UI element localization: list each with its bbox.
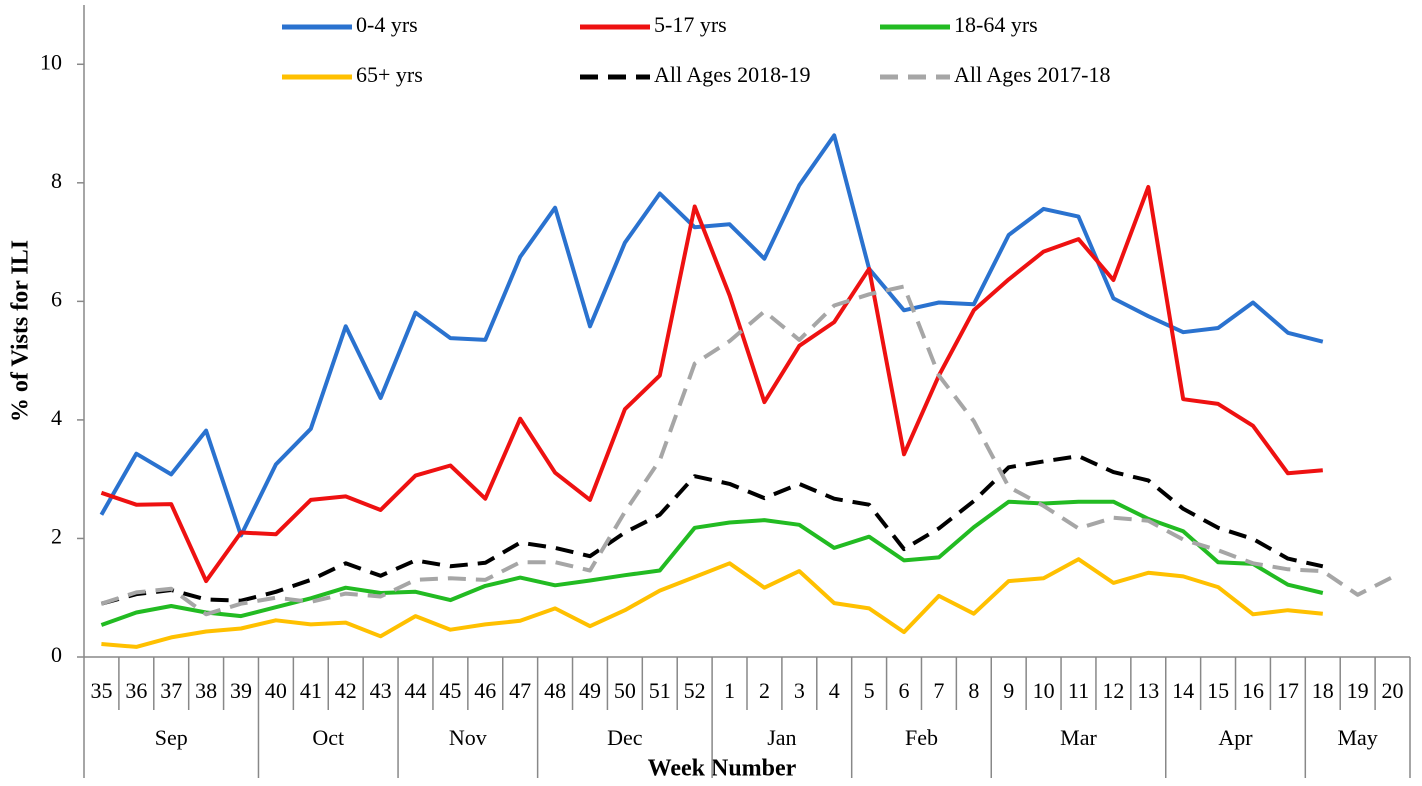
x-tick-label: 9: [1003, 678, 1014, 703]
x-tick-label: 6: [899, 678, 910, 703]
x-tick-label: 48: [544, 678, 566, 703]
x-tick-label: 45: [439, 678, 461, 703]
x-tick-label: 47: [509, 678, 531, 703]
x-group-label: Dec: [607, 725, 643, 750]
x-tick-label: 49: [579, 678, 601, 703]
legend-label: 65+ yrs: [356, 62, 423, 87]
x-tick-label: 15: [1207, 678, 1229, 703]
x-tick-label: 8: [968, 678, 979, 703]
x-tick-label: 42: [335, 678, 357, 703]
legend-label: All Ages 2017-18: [954, 62, 1110, 87]
x-tick-label: 5: [864, 678, 875, 703]
x-tick-label: 1: [724, 678, 735, 703]
y-tick-label: 8: [51, 168, 62, 193]
x-group-label: Feb: [905, 725, 938, 750]
x-group-label: Mar: [1060, 725, 1097, 750]
x-tick-label: 44: [405, 678, 427, 703]
x-tick-label: 7: [933, 678, 944, 703]
x-tick-label: 2: [759, 678, 770, 703]
legend-label: All Ages 2018-19: [654, 62, 810, 87]
x-group-label: Jan: [767, 725, 796, 750]
y-axis-title: % of Vists for ILI: [8, 240, 34, 422]
x-tick-label: 11: [1068, 678, 1089, 703]
x-tick-label: 14: [1172, 678, 1194, 703]
series-line: [100, 499, 1324, 627]
series-line: [99, 133, 1324, 538]
x-tick-label: 51: [649, 678, 671, 703]
x-tick-label: 40: [265, 678, 287, 703]
y-tick-label: 6: [51, 286, 62, 311]
x-group-label: Oct: [312, 725, 344, 750]
series-line: [100, 284, 1394, 617]
x-tick-label: 50: [614, 678, 636, 703]
x-tick-label: 13: [1137, 678, 1159, 703]
x-tick-label: 16: [1242, 678, 1264, 703]
x-tick-label: 10: [1033, 678, 1055, 703]
x-tick-label: 35: [90, 678, 112, 703]
x-tick-label: 52: [684, 678, 706, 703]
x-tick-label: 17: [1277, 678, 1299, 703]
x-tick-label: 36: [125, 678, 147, 703]
x-group-label: Nov: [449, 725, 487, 750]
x-tick-label: 4: [829, 678, 840, 703]
y-tick-label: 2: [51, 524, 62, 549]
x-group-label: Apr: [1218, 725, 1253, 750]
x-tick-label: 37: [160, 678, 182, 703]
y-tick-label: 10: [40, 49, 62, 74]
x-tick-label: 41: [300, 678, 322, 703]
x-tick-label: 43: [370, 678, 392, 703]
x-tick-label: 12: [1102, 678, 1124, 703]
x-axis-title: Week Number: [648, 756, 797, 782]
x-tick-label: 19: [1347, 678, 1369, 703]
x-group-label: May: [1337, 725, 1377, 750]
y-tick-label: 4: [51, 405, 62, 430]
series-line: [100, 454, 1324, 606]
legend-label: 5-17 yrs: [654, 12, 727, 37]
legend-label: 18-64 yrs: [954, 12, 1038, 37]
x-tick-label: 39: [230, 678, 252, 703]
x-tick-label: 38: [195, 678, 217, 703]
legend-label: 0-4 yrs: [356, 12, 418, 37]
series-line: [101, 557, 1323, 649]
y-tick-label: 0: [51, 642, 62, 667]
series-line: [100, 185, 1323, 584]
x-tick-label: 18: [1312, 678, 1334, 703]
x-tick-label: 20: [1382, 678, 1404, 703]
x-tick-label: 3: [794, 678, 805, 703]
x-tick-label: 46: [474, 678, 496, 703]
x-group-label: Sep: [155, 725, 188, 750]
